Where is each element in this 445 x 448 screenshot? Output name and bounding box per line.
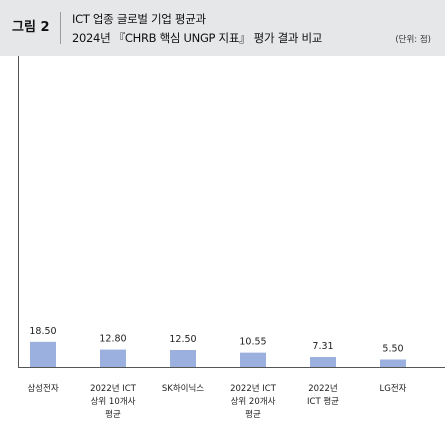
category-label-4-line-2: 상위 20개사 — [231, 396, 276, 407]
category-label-4-line-3: 평균 — [245, 409, 261, 420]
category-label-4-line-1: 2022년 ICT — [230, 383, 277, 394]
bar-1 — [30, 341, 56, 367]
value-label-4: 10.55 — [239, 337, 266, 348]
category-label-3-line-1: SK하이닉스 — [162, 383, 204, 394]
value-label-6: 5.50 — [382, 344, 403, 355]
bar-2 — [100, 349, 126, 367]
bar-4 — [240, 352, 266, 367]
header-divider — [60, 12, 61, 44]
value-label-1: 18.50 — [29, 326, 56, 337]
category-label-5-line-1: 2022년 — [308, 383, 337, 394]
bar-3 — [170, 350, 196, 367]
category-label-1-line-1: 삼성전자 — [27, 383, 58, 394]
value-label-2: 12.80 — [99, 334, 126, 345]
unit-label: (단위: 점) — [395, 35, 431, 45]
bar-5 — [310, 357, 336, 367]
chart-title-line-2: 2024년 『CHRB 핵심 UNGP 지표』 평가 결과 비교 — [72, 31, 323, 45]
chart-title-line-1: ICT 업종 글로벌 기업 평균과 — [72, 12, 206, 26]
category-label-2-line-2: 상위 10개사 — [91, 396, 136, 407]
category-label-2-line-3: 평균 — [105, 409, 121, 420]
category-label-5-line-2: ICT 평균 — [307, 396, 339, 407]
category-label-6-line-1: LG전자 — [380, 383, 407, 394]
chart-header: 그림 2 ICT 업종 글로벌 기업 평균과 2024년 『CHRB 핵심 UN… — [0, 0, 445, 56]
figure-label: 그림 2 — [12, 20, 50, 35]
category-label-2-line-1: 2022년 ICT — [90, 383, 137, 394]
value-label-5: 7.31 — [312, 341, 333, 352]
bar-6 — [380, 359, 406, 367]
value-label-3: 12.50 — [169, 334, 196, 345]
